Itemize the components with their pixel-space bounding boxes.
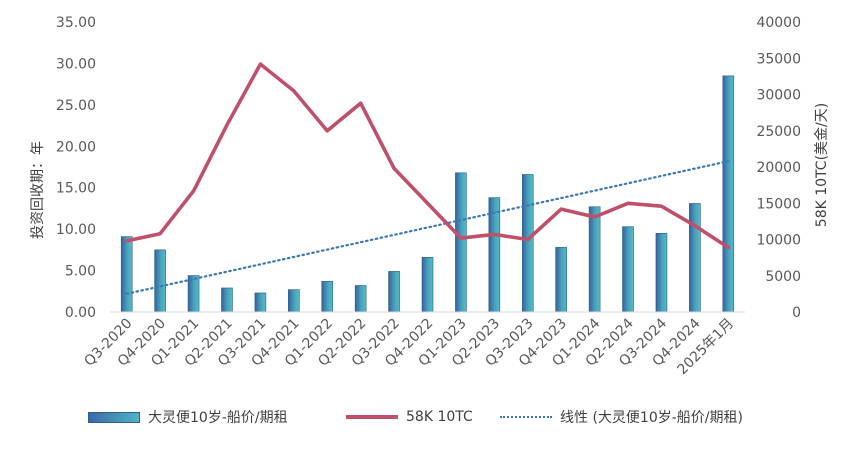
y-left-tick-label: 20.00 bbox=[56, 139, 96, 155]
bar bbox=[221, 287, 233, 313]
legend: 大灵便10岁-船价/期租 58K 10TC 线性 (大灵便10岁-船价/期租) bbox=[0, 402, 857, 432]
y-left-tick-label: 10.00 bbox=[56, 222, 96, 238]
bar bbox=[254, 292, 267, 313]
bar bbox=[354, 285, 367, 313]
bar bbox=[588, 206, 601, 313]
y-right-tick-label: 5000 bbox=[765, 269, 801, 285]
legend-trend-swatch bbox=[500, 416, 552, 418]
y-left-title: 投资回收期：年 bbox=[30, 141, 46, 239]
bar bbox=[521, 174, 534, 313]
y-right-tick-label: 35000 bbox=[756, 51, 801, 67]
bar bbox=[154, 249, 166, 313]
bar bbox=[555, 247, 567, 313]
y-left-tick-label: 0.00 bbox=[65, 305, 96, 321]
bar bbox=[288, 289, 300, 313]
bar bbox=[321, 281, 334, 313]
bar bbox=[488, 197, 501, 313]
y-right-tick-label: 10000 bbox=[756, 233, 801, 249]
y-left-tick-label: 25.00 bbox=[56, 98, 96, 114]
line-58k-10tc bbox=[124, 62, 731, 250]
y-right-tick-label: 15000 bbox=[756, 196, 801, 212]
bar bbox=[655, 232, 668, 313]
bar bbox=[388, 271, 400, 313]
y-right-tick-label: 0 bbox=[792, 305, 801, 321]
legend-line-swatch bbox=[346, 415, 398, 419]
bar bbox=[120, 236, 133, 313]
legend-line-label: 58K 10TC bbox=[406, 409, 473, 425]
bar bbox=[187, 275, 200, 313]
legend-bar-swatch bbox=[88, 411, 140, 423]
bar-series bbox=[120, 75, 735, 313]
bar bbox=[622, 226, 634, 313]
bar bbox=[455, 172, 467, 313]
bar bbox=[689, 203, 701, 313]
chart-canvas: 0.00 5.00 10.00 15.00 20.00 25.00 30.00 35.00 0… bbox=[30, 15, 830, 378]
legend-trend-label: 线性 (大灵便10岁-船价/期租) bbox=[560, 410, 743, 426]
y-right-tick-label: 40000 bbox=[756, 15, 801, 31]
y-left-tick-label: 35.00 bbox=[56, 15, 96, 31]
legend-bar-label: 大灵便10岁-船价/期租 bbox=[148, 410, 288, 426]
y-right-title: 58K 10TC(美金/天) bbox=[814, 103, 830, 227]
x-ticks: Q3-2020Q4-2020Q1-2021Q2-2021Q3-2021Q4-20… bbox=[81, 315, 737, 378]
y-right-tick-label: 25000 bbox=[756, 124, 801, 140]
y-left-ticks: 0.00 5.00 10.00 15.00 20.00 25.00 30.00 35.00 bbox=[56, 15, 96, 321]
line-series bbox=[124, 62, 731, 250]
bar bbox=[421, 257, 434, 313]
y-right-tick-label: 20000 bbox=[756, 160, 801, 176]
legend-item-bar: 大灵便10岁-船价/期租 bbox=[88, 402, 288, 432]
y-left-tick-label: 15.00 bbox=[56, 181, 96, 197]
y-right-ticks: 0 5000 10000 15000 20000 25000 30000 35000 40000 bbox=[756, 15, 801, 321]
bar bbox=[722, 75, 735, 313]
y-left-tick-label: 5.00 bbox=[65, 264, 96, 280]
y-right-tick-label: 30000 bbox=[756, 88, 801, 104]
legend-item-line: 58K 10TC bbox=[346, 402, 473, 432]
y-left-tick-label: 30.00 bbox=[56, 56, 96, 72]
legend-item-trend: 线性 (大灵便10岁-船价/期租) bbox=[500, 402, 743, 432]
